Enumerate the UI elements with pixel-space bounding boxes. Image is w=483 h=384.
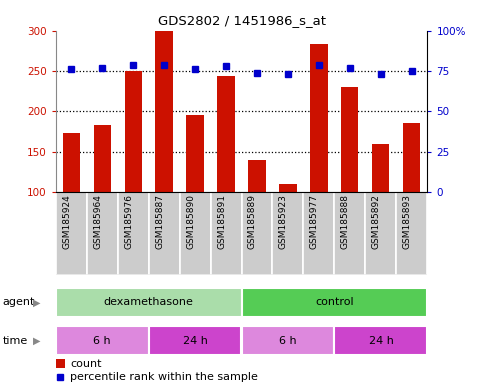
- Text: ▶: ▶: [33, 297, 41, 308]
- Bar: [280, 184, 297, 192]
- Text: 6 h: 6 h: [93, 336, 111, 346]
- Text: ▶: ▶: [33, 336, 41, 346]
- Bar: [125, 71, 142, 192]
- Bar: [56, 288, 242, 317]
- Text: control: control: [315, 297, 354, 308]
- Bar: [180, 192, 211, 275]
- Bar: [397, 192, 427, 275]
- Text: GSM185890: GSM185890: [186, 194, 195, 250]
- Bar: [372, 144, 389, 192]
- Bar: [366, 192, 397, 275]
- Bar: [341, 87, 358, 192]
- Bar: [186, 115, 203, 192]
- Bar: [242, 288, 427, 317]
- Text: 24 h: 24 h: [183, 336, 208, 346]
- Bar: [217, 76, 235, 192]
- Bar: [56, 326, 149, 355]
- Text: GSM185892: GSM185892: [372, 194, 381, 249]
- Bar: [62, 133, 80, 192]
- Text: GSM185889: GSM185889: [248, 194, 257, 250]
- Title: GDS2802 / 1451986_s_at: GDS2802 / 1451986_s_at: [157, 14, 326, 27]
- Bar: [56, 359, 65, 368]
- Bar: [403, 124, 421, 192]
- Bar: [117, 192, 149, 275]
- Bar: [156, 31, 172, 192]
- Text: 24 h: 24 h: [369, 336, 394, 346]
- Bar: [242, 192, 272, 275]
- Bar: [334, 192, 366, 275]
- Text: time: time: [2, 336, 28, 346]
- Text: agent: agent: [2, 297, 35, 308]
- Text: GSM185893: GSM185893: [403, 194, 412, 250]
- Text: dexamethasone: dexamethasone: [103, 297, 194, 308]
- Text: GSM185964: GSM185964: [93, 194, 102, 249]
- Bar: [334, 326, 427, 355]
- Bar: [303, 192, 334, 275]
- Bar: [94, 125, 111, 192]
- Bar: [149, 326, 242, 355]
- Text: GSM185976: GSM185976: [124, 194, 133, 250]
- Bar: [149, 192, 180, 275]
- Bar: [86, 192, 117, 275]
- Text: GSM185888: GSM185888: [341, 194, 350, 250]
- Text: GSM185977: GSM185977: [310, 194, 319, 250]
- Bar: [211, 192, 242, 275]
- Bar: [56, 192, 86, 275]
- Text: GSM185924: GSM185924: [62, 194, 71, 249]
- Text: GSM185923: GSM185923: [279, 194, 288, 249]
- Text: GSM185891: GSM185891: [217, 194, 226, 250]
- Bar: [272, 192, 303, 275]
- Bar: [242, 326, 334, 355]
- Text: GSM185887: GSM185887: [155, 194, 164, 250]
- Text: 6 h: 6 h: [279, 336, 297, 346]
- Bar: [248, 160, 266, 192]
- Text: count: count: [71, 359, 102, 369]
- Bar: [311, 44, 327, 192]
- Text: percentile rank within the sample: percentile rank within the sample: [71, 372, 258, 382]
